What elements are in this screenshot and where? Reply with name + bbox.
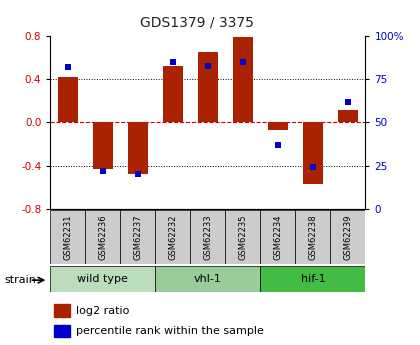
Point xyxy=(205,63,211,68)
Bar xyxy=(303,122,323,184)
Point xyxy=(275,142,281,148)
Bar xyxy=(260,210,295,264)
Text: GSM62236: GSM62236 xyxy=(98,214,108,260)
Text: percentile rank within the sample: percentile rank within the sample xyxy=(76,326,264,336)
Bar xyxy=(163,66,183,122)
Bar xyxy=(54,304,70,317)
Bar xyxy=(198,52,218,122)
Text: GSM62234: GSM62234 xyxy=(273,214,282,260)
Point xyxy=(310,165,316,170)
Text: GSM62233: GSM62233 xyxy=(203,214,213,260)
Point xyxy=(65,65,71,70)
Bar xyxy=(331,210,365,264)
Text: GSM62239: GSM62239 xyxy=(344,214,352,260)
Text: wild type: wild type xyxy=(77,274,129,284)
Bar xyxy=(268,122,288,130)
Bar xyxy=(226,210,260,264)
Bar xyxy=(50,210,85,264)
Bar xyxy=(93,122,113,169)
Bar xyxy=(295,210,331,264)
Bar xyxy=(54,325,70,337)
Text: log2 ratio: log2 ratio xyxy=(76,306,129,315)
Bar xyxy=(155,266,260,292)
Point xyxy=(100,168,106,174)
Text: strain: strain xyxy=(4,275,36,285)
Text: hif-1: hif-1 xyxy=(301,274,325,284)
Text: vhl-1: vhl-1 xyxy=(194,274,222,284)
Text: GSM62238: GSM62238 xyxy=(308,214,318,260)
Point xyxy=(239,59,246,65)
Point xyxy=(170,59,176,65)
Bar xyxy=(128,122,147,174)
Bar xyxy=(260,266,365,292)
Text: GSM62232: GSM62232 xyxy=(168,214,177,260)
Text: GSM62237: GSM62237 xyxy=(134,214,142,260)
Bar xyxy=(85,210,121,264)
Bar xyxy=(190,210,226,264)
Bar xyxy=(338,109,357,122)
Bar xyxy=(155,210,190,264)
Bar xyxy=(121,210,155,264)
Bar xyxy=(58,77,78,122)
Text: GSM62231: GSM62231 xyxy=(63,214,72,260)
Point xyxy=(344,99,351,105)
Point xyxy=(134,171,141,177)
Bar xyxy=(50,266,155,292)
Bar xyxy=(233,37,252,122)
Text: GSM62235: GSM62235 xyxy=(239,214,247,260)
Text: GDS1379 / 3375: GDS1379 / 3375 xyxy=(140,16,255,30)
